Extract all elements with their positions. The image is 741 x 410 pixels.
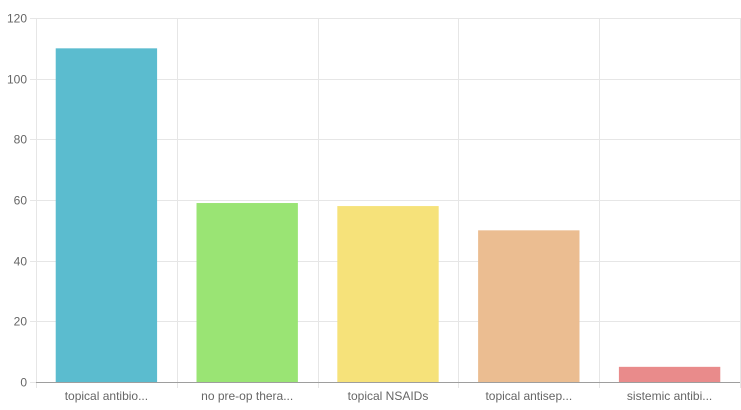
y-tick-label: 80 (14, 133, 28, 147)
y-tick-label: 40 (14, 255, 28, 269)
y-tick-label: 20 (14, 315, 28, 329)
y-tick-label: 60 (14, 194, 28, 208)
bar-5 (618, 366, 721, 382)
bar-2 (196, 203, 298, 382)
y-tick-label: 0 (20, 376, 27, 390)
x-tick-label: topical antibio... (65, 389, 148, 403)
labels-layer: 0 20 40 60 80 100 120 topical antibio... no pre-… (7, 12, 712, 404)
x-tick-label: topical antisep... (485, 389, 572, 403)
axis-layer (30, 18, 740, 383)
bar-1 (55, 48, 158, 382)
bars-layer (55, 48, 721, 382)
x-tick-label: no pre-op thera... (201, 389, 293, 403)
bar-3 (337, 206, 439, 382)
x-tick-label: topical NSAIDs (348, 389, 429, 403)
y-tick-label: 120 (7, 12, 27, 26)
x-tick-label: sistemic antibi... (627, 389, 712, 403)
y-tick-label: 100 (7, 73, 27, 87)
bar-4 (478, 230, 580, 382)
